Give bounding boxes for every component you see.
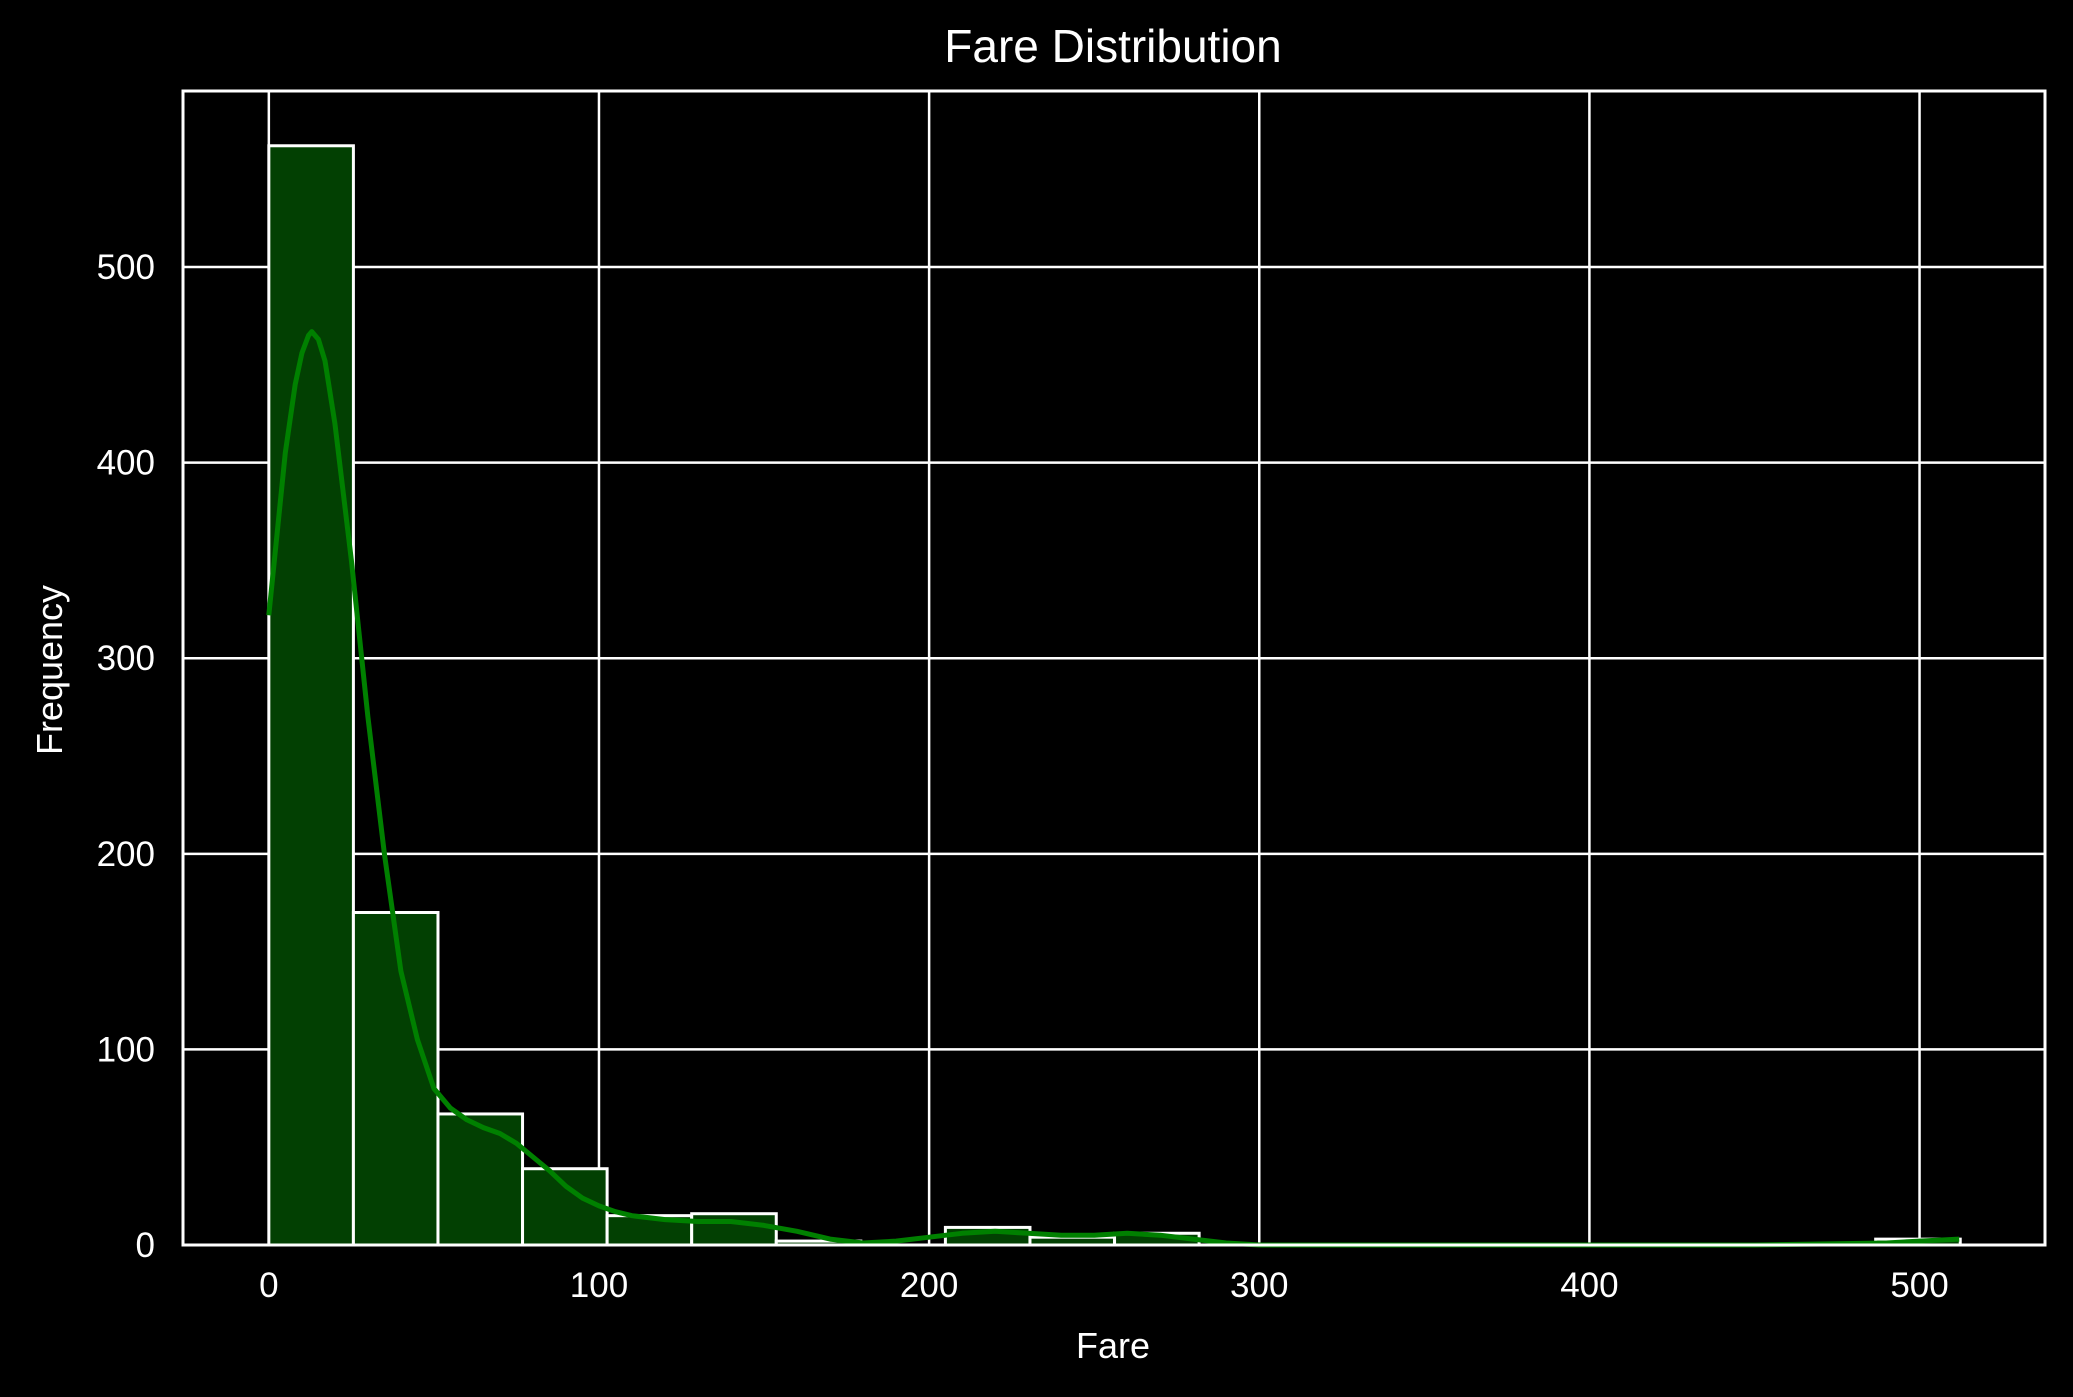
y-tick-label: 200 bbox=[97, 835, 155, 874]
plot-frame bbox=[181, 89, 2047, 1247]
x-tick-labels: 0 100 200 300 400 500 bbox=[259, 1266, 1949, 1305]
x-axis-label: Fare bbox=[1076, 1325, 1150, 1366]
histogram-bars bbox=[267, 144, 1962, 1247]
histogram-bar bbox=[690, 1212, 778, 1247]
chart-title: Fare Distribution bbox=[944, 20, 1281, 72]
y-axis-label: Frequency bbox=[29, 585, 70, 755]
x-tick-label: 0 bbox=[259, 1266, 278, 1305]
x-tick-label: 100 bbox=[570, 1266, 628, 1305]
y-tick-label: 400 bbox=[97, 444, 155, 483]
y-tick-label: 500 bbox=[97, 248, 155, 287]
x-tick-label: 400 bbox=[1560, 1266, 1618, 1305]
histogram-bar bbox=[521, 1167, 609, 1247]
histogram-bar bbox=[267, 144, 355, 1247]
y-tick-label: 0 bbox=[136, 1226, 155, 1265]
kde-curve bbox=[266, 329, 1960, 1248]
x-tick-label: 300 bbox=[1230, 1266, 1288, 1305]
histogram-bar bbox=[436, 1112, 525, 1247]
y-tick-label: 300 bbox=[97, 639, 155, 678]
y-tick-label: 100 bbox=[97, 1030, 155, 1069]
x-tick-label: 200 bbox=[900, 1266, 958, 1305]
histogram-bar bbox=[351, 910, 440, 1247]
x-tick-label: 500 bbox=[1890, 1266, 1948, 1305]
y-tick-labels: 0 100 200 300 400 500 bbox=[97, 248, 155, 1265]
